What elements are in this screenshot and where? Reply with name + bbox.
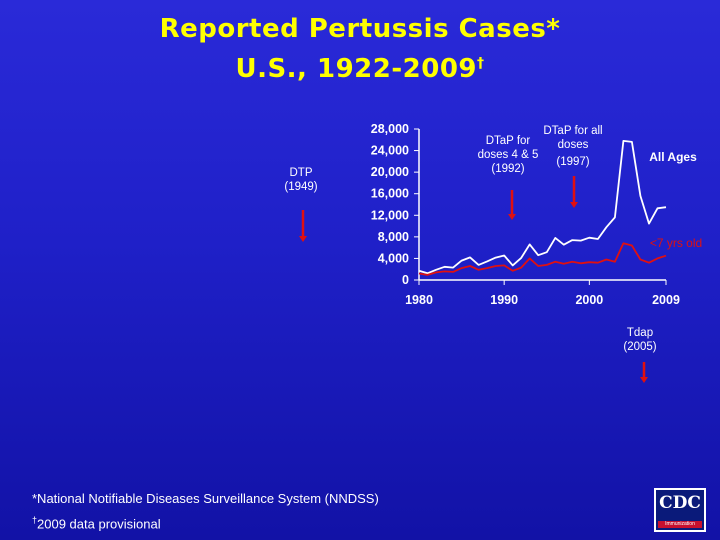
series-label-all-ages: All Ages <box>649 150 697 164</box>
annotation-dtap-doses-4-5: DTaP for doses 4 & 5 (1992) <box>468 134 548 176</box>
y-tick-label: 8,000 <box>378 230 409 244</box>
chart-title-line1: Reported Pertussis Cases* <box>159 14 561 44</box>
arrow-dtap-doses-4-5-head <box>508 214 516 220</box>
x-tick-label: 1980 <box>405 293 433 307</box>
arrow-dtap-all-doses-head <box>570 202 578 208</box>
annotation-tdap-name: Tdap <box>626 327 654 339</box>
annotation-dtap45-year: (1992) <box>491 163 525 175</box>
annotation-dtapall-year: (1997) <box>556 156 590 168</box>
footnote-dagger: † <box>32 515 38 525</box>
arrow-tdap-head <box>640 377 648 383</box>
y-tick-label: 28,000 <box>371 122 409 136</box>
annotation-dtapall-line2: doses <box>557 139 589 151</box>
arrow-dtp-head <box>299 236 307 242</box>
series-line-under-7 <box>418 242 667 276</box>
y-tick-label: 4,000 <box>378 251 409 265</box>
annotation-tdap-year: (2005) <box>623 341 657 353</box>
series-label-under-7: <7 yrs old <box>650 236 702 250</box>
x-tick-label: 2000 <box>575 293 603 307</box>
annotation-dtp-year: (1949) <box>284 181 318 193</box>
title-years: U.S., 1922-2009 <box>235 54 478 84</box>
annotation-dtap45-line2: doses 4 & 5 <box>477 149 539 161</box>
y-tick-label: 20,000 <box>371 165 409 179</box>
y-tick-label: 24,000 <box>371 144 409 158</box>
annotation-dtp: DTP (1949) <box>276 166 326 194</box>
y-tick-label: 12,000 <box>371 208 409 222</box>
x-tick-label: 2009 <box>652 293 680 307</box>
series-line-all-ages <box>418 139 667 275</box>
y-tick-label: 0 <box>402 273 409 287</box>
x-tick-label: 1990 <box>490 293 518 307</box>
footnote-provisional: †2009 data provisional <box>32 515 161 531</box>
footnote-provisional-text: 2009 data provisional <box>37 516 161 532</box>
annotation-dtapall-line1: DTaP for all <box>543 125 603 137</box>
chart-title-line2: U.S., 1922-2009† <box>0 54 720 84</box>
annotation-dtp-name: DTP <box>289 167 313 179</box>
cdc-logo-strip: Immunization <box>658 521 702 528</box>
annotation-dtap-all-doses: DTaP for all doses (1997) <box>533 124 613 169</box>
cdc-logo: CDC Immunization <box>654 488 706 532</box>
cdc-logo-text: CDC <box>659 493 701 513</box>
annotation-dtap45-line1: DTaP for <box>485 135 531 147</box>
title-dagger: † <box>477 55 485 72</box>
footnote-nndss: *National Notifiable Diseases Surveillan… <box>32 491 379 506</box>
annotation-tdap: Tdap (2005) <box>612 326 668 354</box>
y-tick-label: 16,000 <box>371 187 409 201</box>
